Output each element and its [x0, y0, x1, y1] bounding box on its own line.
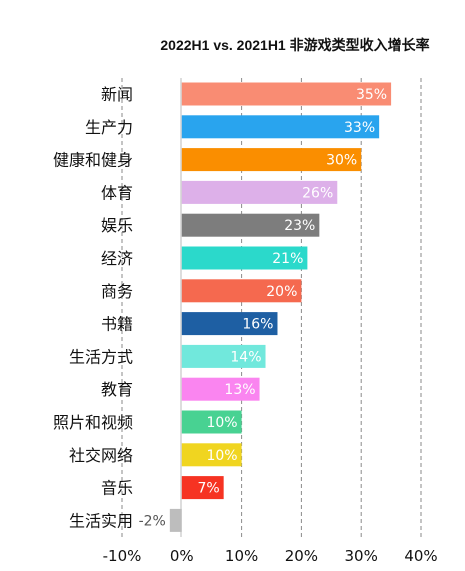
category-label: 经济: [101, 249, 133, 268]
x-tick-label: 40%: [404, 547, 437, 565]
data-label: 20%: [266, 284, 297, 300]
x-tick-label: 0%: [170, 547, 194, 565]
data-label: 14%: [230, 349, 261, 365]
tick-label-layer: -10% 0% 10% 20% 30% 40%: [103, 547, 438, 565]
data-label: 7%: [197, 481, 219, 497]
category-label: 生活方式: [69, 347, 133, 366]
bar: [181, 410, 242, 434]
category-label: 教育: [101, 380, 133, 399]
data-label: 10%: [206, 448, 237, 464]
bar: [181, 180, 338, 204]
data-label: 10%: [206, 415, 237, 431]
category-label: 照片和视频: [53, 413, 133, 432]
chart-title: 2022H1 vs. 2021H1 非游戏类型收入增长率: [160, 37, 429, 53]
grid-layer: [121, 78, 422, 537]
category-label: 书籍: [101, 315, 133, 334]
bar: [181, 476, 224, 500]
category-label: 生活实用: [69, 511, 133, 530]
bar: [181, 82, 392, 106]
category-label: 健康和健身: [53, 151, 133, 170]
category-label: 娱乐: [101, 216, 133, 235]
bar: [181, 443, 242, 467]
bar-layer: 35% 33% 30% 26% 23% 21% 20% 16% 14% 13% 10% 10% 7% -2…: [139, 82, 392, 532]
x-tick-label: 10%: [225, 547, 258, 565]
data-label: 26%: [302, 185, 333, 201]
bar: [181, 279, 302, 303]
data-label: -2%: [139, 513, 166, 529]
data-label: 13%: [224, 382, 255, 398]
data-label: 33%: [344, 120, 375, 136]
data-label: 23%: [284, 218, 315, 234]
data-label: 21%: [272, 251, 303, 267]
data-label: 16%: [242, 317, 273, 333]
x-tick-label: 20%: [285, 547, 318, 565]
category-label: 商务: [101, 282, 133, 301]
category-label: 生产力: [85, 118, 133, 137]
category-label: 新闻: [101, 85, 133, 104]
bar: [181, 377, 260, 401]
category-label: 体育: [101, 183, 133, 202]
category-label-layer: 新闻生产力健康和健身体育娱乐经济商务书籍生活方式教育照片和视频社交网络音乐生活实…: [53, 85, 133, 530]
bar: [181, 213, 320, 237]
bar: [181, 115, 380, 139]
bar: [181, 148, 362, 172]
data-label: 30%: [326, 153, 357, 169]
category-label: 社交网络: [69, 446, 133, 465]
category-label: 音乐: [101, 479, 133, 498]
bar: [181, 344, 266, 368]
x-tick-label: -10%: [103, 547, 142, 565]
bar: [181, 312, 278, 336]
bar: [169, 508, 182, 532]
data-label: 35%: [356, 87, 387, 103]
bar: [181, 246, 308, 270]
x-tick-label: 30%: [345, 547, 378, 565]
